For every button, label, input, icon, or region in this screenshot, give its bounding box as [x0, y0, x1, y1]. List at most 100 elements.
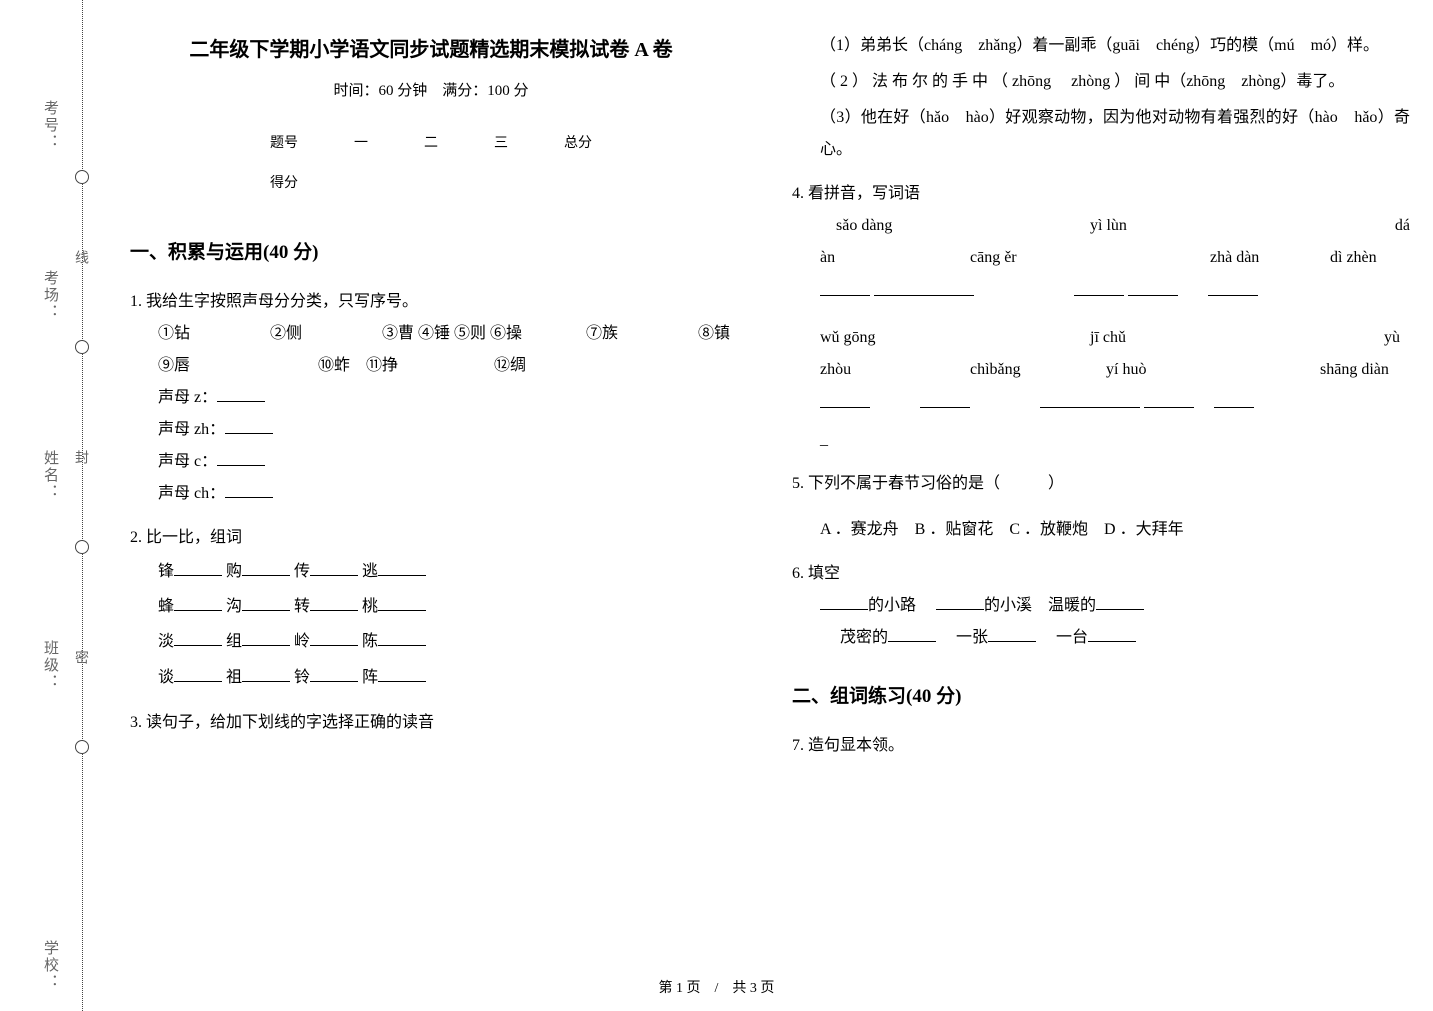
- q2-blank: [310, 560, 358, 576]
- q4-row1-bot: àn cāng ěr zhà dàn dì zhèn: [820, 242, 1410, 274]
- section-2-heading: 二、组词练习(40 分): [792, 678, 1410, 716]
- q4-py: [1210, 322, 1320, 354]
- q1-label-z: 声母 z：: [158, 389, 217, 406]
- q2-char: 购: [226, 563, 242, 580]
- q4-py: yì lùn: [1090, 210, 1210, 242]
- q3-item-2: （ 2 ） 法 布 尔 的 手 中 （ zhōng zhòng ） 间 中（zh…: [820, 66, 1410, 98]
- q1-label-ch: 声母 ch：: [158, 485, 225, 502]
- q6-blank: [888, 626, 936, 642]
- q6-stem: 6. 填空: [792, 558, 1410, 590]
- q2-blank: [174, 560, 222, 576]
- score-value-row: 得分: [242, 164, 620, 204]
- q2-blank: [310, 666, 358, 682]
- question-1: 1. 我给生字按照声母分分类，只写序号。 ①钻 ②侧 ③曹 ④锤 ⑤则 ⑥操 ⑦…: [130, 286, 732, 510]
- q1-blank: [225, 482, 273, 498]
- q4-py: zhà dàn: [1210, 242, 1330, 274]
- question-3: 3. 读句子，给加下划线的字选择正确的读音: [130, 707, 732, 739]
- q4-py: [1210, 210, 1330, 242]
- q2-blank: [310, 595, 358, 611]
- q4-py: zhòu: [820, 354, 970, 386]
- q2-row-1: 蜂 沟 转 桃: [158, 589, 732, 624]
- q2-char: 蜂: [158, 598, 174, 615]
- q7-stem: 7. 造句显本领。: [792, 730, 1410, 762]
- q2-blank: [378, 666, 426, 682]
- q3-stem: 3. 读句子，给加下划线的字选择正确的读音: [130, 707, 732, 739]
- page-content: 二年级下学期小学语文同步试题精选期末模拟试卷 A 卷 时间：60 分钟 满分：1…: [130, 30, 1410, 970]
- score-h-2: 二: [396, 124, 466, 164]
- score-h-0: 题号: [242, 124, 326, 164]
- q1-line-ch: 声母 ch：: [130, 478, 732, 510]
- q4-py: wǔ gōng: [820, 322, 970, 354]
- q5-stem: 5. 下列不属于春节习俗的是（ ）: [792, 468, 1410, 500]
- binding-circle: [75, 740, 89, 754]
- question-4: 4. 看拼音，写词语 sǎo dàng yì lùn dá àn cāng ěr…: [792, 178, 1410, 456]
- column-left: 二年级下学期小学语文同步试题精选期末模拟试卷 A 卷 时间：60 分钟 满分：1…: [130, 30, 732, 970]
- q1-line-z: 声母 z：: [130, 382, 732, 414]
- q2-blank: [242, 666, 290, 682]
- q4-blank: [920, 392, 970, 408]
- q4-py: chìbǎng: [970, 354, 1090, 386]
- section-1-heading: 一、积累与运用(40 分): [130, 234, 732, 272]
- score-table: 题号 一 二 三 总分 得分: [242, 124, 620, 204]
- q1-blank: [225, 418, 273, 434]
- q4-row2-top: wǔ gōng jī chǔ yù: [820, 322, 1410, 354]
- score-h-1: 一: [326, 124, 396, 164]
- column-right: （1）弟弟长（cháng zhǎng）着一副乖（guāi chéng）巧的模（m…: [792, 30, 1410, 970]
- binding-label-examno: 考号：: [40, 100, 61, 151]
- score-h-3: 三: [466, 124, 536, 164]
- binding-circle: [75, 340, 89, 354]
- binding-strip: 考号： 考场： 姓名： 班级： 学校： 线 封 密: [0, 0, 110, 1011]
- q4-py: [970, 210, 1090, 242]
- q4-blank: [820, 392, 870, 408]
- q4-py: yù: [1320, 322, 1400, 354]
- q2-blank: [174, 666, 222, 682]
- exam-subtitle: 时间：60 分钟 满分：100 分: [130, 76, 732, 106]
- q4-row1-blanks: [820, 280, 1410, 312]
- binding-label-name: 姓名：: [40, 450, 61, 501]
- q2-char: 锋: [158, 563, 174, 580]
- binding-circle: [75, 540, 89, 554]
- binding-label-room: 考场：: [40, 270, 61, 321]
- q2-char: 陈: [362, 633, 378, 650]
- question-7: 7. 造句显本领。: [792, 730, 1410, 762]
- q1-words: ①钻 ②侧 ③曹 ④锤 ⑤则 ⑥操 ⑦族 ⑧镇 ⑨唇 ⑩蚱 ⑪挣 ⑫绸: [158, 318, 732, 382]
- q2-char: 逃: [362, 563, 378, 580]
- q4-py: shāng diàn: [1320, 354, 1400, 386]
- q4-row1-top: sǎo dàng yì lùn dá: [820, 210, 1410, 242]
- q2-char: 岭: [294, 633, 310, 650]
- q6-blank: [936, 594, 984, 610]
- q1-line-zh: 声母 zh：: [130, 414, 732, 446]
- score-header-row: 题号 一 二 三 总分: [242, 124, 620, 164]
- q6-blank: [820, 594, 868, 610]
- q1-label-c: 声母 c：: [158, 453, 217, 470]
- q6-blank: [1088, 626, 1136, 642]
- q4-row2-bot: zhòu chìbǎng yí huò shāng diàn: [820, 354, 1410, 386]
- score-v-label: 得分: [242, 164, 326, 204]
- q2-blank: [242, 560, 290, 576]
- q2-char: 组: [226, 633, 242, 650]
- q4-py: [1090, 242, 1210, 274]
- q4-blank: [1214, 392, 1254, 408]
- q1-label-zh: 声母 zh：: [158, 421, 225, 438]
- q3-item-3: （3）他在好（hǎo hào）好观察动物，因为他对动物有着强烈的好（hào hǎ…: [820, 102, 1410, 166]
- binding-label-class: 班级：: [40, 640, 61, 691]
- q2-row-3: 谈 祖 铃 阵: [158, 660, 732, 695]
- q3-item-1: （1）弟弟长（cháng zhǎng）着一副乖（guāi chéng）巧的模（m…: [820, 30, 1410, 62]
- q2-blank: [310, 630, 358, 646]
- q4-stem: 4. 看拼音，写词语: [792, 178, 1410, 210]
- q4-blank: [1074, 280, 1124, 296]
- binding-seal-mi: 密: [70, 650, 90, 674]
- q6-blank: [1096, 594, 1144, 610]
- q6-line-1: 的小路 的小溪 温暖的: [792, 590, 1410, 622]
- binding-seal-feng: 封: [70, 450, 90, 474]
- q2-blank: [174, 595, 222, 611]
- q6-text: 一张: [940, 629, 988, 646]
- q1-stem: 1. 我给生字按照声母分分类，只写序号。: [130, 286, 732, 318]
- q4-py: cāng ěr: [970, 242, 1090, 274]
- page-footer: 第 1 页 / 共 3 页: [0, 977, 1433, 997]
- q6-text: 的小路: [868, 597, 932, 614]
- question-2: 2. 比一比，组词 锋 购 传 逃 蜂 沟 转 桃 淡 组 岭 陈 谈 祖: [130, 522, 732, 695]
- q2-char: 转: [294, 598, 310, 615]
- q2-char: 沟: [226, 598, 242, 615]
- q2-char: 传: [294, 563, 310, 580]
